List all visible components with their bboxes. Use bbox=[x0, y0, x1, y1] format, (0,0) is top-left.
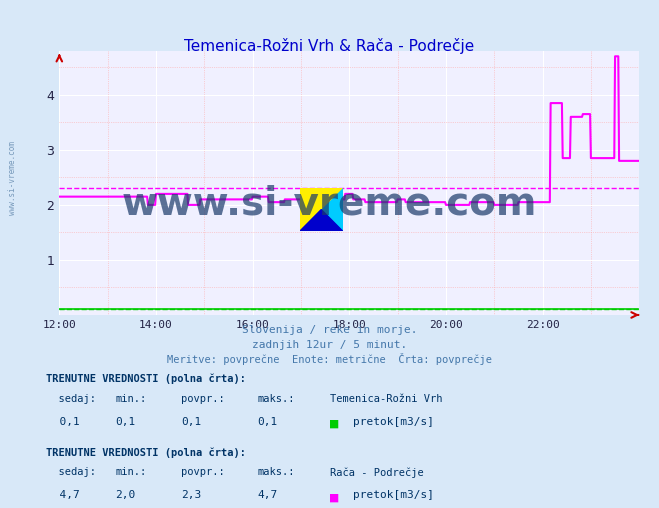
Text: povpr.:: povpr.: bbox=[181, 467, 225, 478]
Text: pretok[m3/s]: pretok[m3/s] bbox=[353, 417, 434, 427]
Text: pretok[m3/s]: pretok[m3/s] bbox=[353, 490, 434, 500]
Text: 2,0: 2,0 bbox=[115, 490, 136, 500]
Polygon shape bbox=[300, 209, 343, 231]
Text: sedaj:: sedaj: bbox=[46, 394, 96, 404]
Text: www.si-vreme.com: www.si-vreme.com bbox=[8, 141, 17, 215]
Text: www.si-vreme.com: www.si-vreme.com bbox=[122, 184, 537, 222]
Text: 0,1: 0,1 bbox=[46, 417, 80, 427]
Text: 4,7: 4,7 bbox=[257, 490, 277, 500]
Text: Temenica-Rožni Vrh & Rača - Podrečje: Temenica-Rožni Vrh & Rača - Podrečje bbox=[185, 38, 474, 54]
Text: ■: ■ bbox=[330, 417, 338, 431]
Text: 0,1: 0,1 bbox=[181, 417, 202, 427]
Text: 4,7: 4,7 bbox=[46, 490, 80, 500]
Text: Temenica-Rožni Vrh: Temenica-Rožni Vrh bbox=[330, 394, 442, 404]
Text: maks.:: maks.: bbox=[257, 394, 295, 404]
Text: ■: ■ bbox=[330, 490, 338, 504]
Text: TRENUTNE VREDNOSTI (polna črta):: TRENUTNE VREDNOSTI (polna črta): bbox=[46, 373, 246, 384]
Text: maks.:: maks.: bbox=[257, 467, 295, 478]
Polygon shape bbox=[300, 188, 343, 231]
Text: min.:: min.: bbox=[115, 467, 146, 478]
Text: zadnjih 12ur / 5 minut.: zadnjih 12ur / 5 minut. bbox=[252, 340, 407, 351]
Text: TRENUTNE VREDNOSTI (polna črta):: TRENUTNE VREDNOSTI (polna črta): bbox=[46, 447, 246, 458]
Polygon shape bbox=[300, 188, 343, 231]
Text: min.:: min.: bbox=[115, 394, 146, 404]
Text: Meritve: povprečne  Enote: metrične  Črta: povprečje: Meritve: povprečne Enote: metrične Črta:… bbox=[167, 353, 492, 365]
Text: sedaj:: sedaj: bbox=[46, 467, 96, 478]
Text: povpr.:: povpr.: bbox=[181, 394, 225, 404]
Text: 2,3: 2,3 bbox=[181, 490, 202, 500]
Text: Slovenija / reke in morje.: Slovenija / reke in morje. bbox=[242, 325, 417, 335]
Text: Rača - Podrečje: Rača - Podrečje bbox=[330, 467, 423, 478]
Text: 0,1: 0,1 bbox=[257, 417, 277, 427]
Text: 0,1: 0,1 bbox=[115, 417, 136, 427]
